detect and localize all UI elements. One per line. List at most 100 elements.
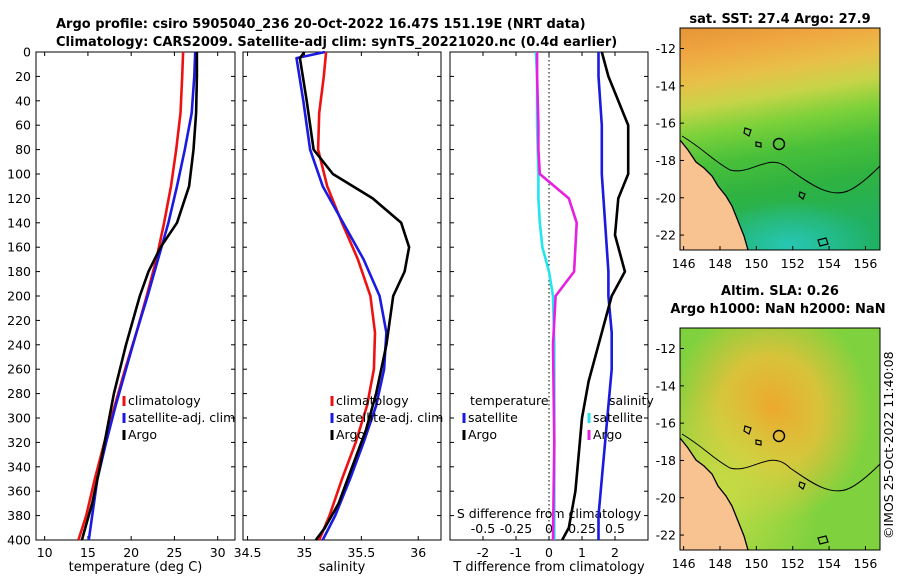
x-axis-label: temperature (deg C)	[69, 560, 203, 575]
x-tick-label: -1	[510, 545, 522, 560]
sal-line-satellite-adj-clim	[295, 50, 388, 541]
diff-legend-t-satellite-label: satellite	[468, 410, 518, 425]
y-tick-label: 300	[7, 411, 31, 426]
x-tick-label: 15	[80, 545, 96, 560]
x2-tick-label: 0.5	[605, 521, 625, 536]
temp-legend-1-label: satellite-adj. clim	[128, 410, 235, 425]
panel-frame	[242, 51, 442, 541]
y-tick-label: 180	[7, 264, 31, 279]
map-x-tick-label: 148	[708, 556, 732, 571]
sst-coastline	[680, 139, 749, 250]
sst-map-frame	[679, 27, 881, 251]
map-y-tick-label: -16	[656, 416, 676, 431]
temp-legend-0-label: climatology	[128, 393, 201, 408]
map-y-tick-label: -14	[656, 378, 676, 393]
x-tick-label: 1	[578, 545, 586, 560]
diff-legend-temperature-header: temperature	[470, 393, 549, 408]
sst-land	[680, 140, 748, 250]
x-axis-label: T difference from climatology	[452, 560, 645, 575]
sla-map-panel: Altim. SLA: 0.26 Argo h1000: NaN h2000: …	[656, 284, 886, 571]
sal-line-climatology	[316, 51, 377, 541]
sst-map-panel: sat. SST: 27.4 Argo: 27.9 146 148 150 152 15…	[656, 12, 881, 271]
map-x-tick-label: 156	[854, 556, 878, 571]
map-x-tick-label: 156	[854, 256, 878, 271]
sla-map-title: Altim. SLA: 0.26	[721, 284, 839, 299]
x-tick-label: 30	[210, 545, 226, 560]
profile-panel-3: -2 -1 0 1 2T difference from climatology S di…	[449, 51, 654, 575]
map-y-tick-label: -18	[656, 453, 676, 468]
sst-bathymetry	[681, 135, 880, 194]
x2-axis-label: S difference from climatology	[457, 506, 642, 521]
profile-panel-1: 0 20 40 60 80 100 120 140 160 180 200 220 240 260 280 3…	[7, 45, 236, 575]
y-tick-label: 240	[7, 337, 31, 352]
diff-line-temperature-satellite	[597, 52, 614, 540]
map-y-tick-label: -14	[656, 78, 676, 93]
x-tick-label: 36	[410, 545, 426, 560]
x-tick-label: 35	[296, 545, 312, 560]
x-tick-label: 10	[37, 545, 53, 560]
sla-land	[680, 438, 748, 550]
sal-legend-1-label: satellite-adj. clim	[336, 410, 443, 425]
map-y-tick-label: -12	[656, 41, 676, 56]
map-y-tick-label: -12	[656, 341, 676, 356]
sst-map-ticks: 146 148 150 152 154 156 -12 -14 -16 -18 -20 -22	[656, 41, 878, 271]
map-y-tick-label: -22	[656, 228, 676, 243]
x2-tick-label: -0.25	[500, 521, 532, 536]
x2-tick-label: 0.25	[568, 521, 596, 536]
sal-legend-0-label: climatology	[336, 393, 409, 408]
x-tick-label: -2	[477, 545, 489, 560]
panel-frame	[35, 51, 236, 541]
map-x-tick-label: 152	[781, 256, 805, 271]
sst-map-title: sat. SST: 27.4 Argo: 27.9	[689, 12, 870, 27]
x2-tick-label: -0.5	[471, 521, 495, 536]
sla-map-ticks: 146 148 150 152 154 156 -12 -14 -16 -18 -20 -22	[656, 341, 878, 571]
sst-reefs	[743, 127, 829, 247]
imos-watermark: ©IMOS 25-Oct-2022 11:40:08	[881, 351, 896, 539]
map-y-tick-label: -20	[656, 190, 676, 205]
x-tick-label: 35.5	[347, 545, 375, 560]
sla-reefs	[743, 425, 829, 545]
map-y-tick-label: -18	[656, 153, 676, 168]
sla-map-subtitle: Argo h1000: NaN h2000: NaN	[670, 302, 885, 317]
y-tick-label: 20	[15, 69, 31, 84]
y-tick-label: 200	[7, 289, 31, 304]
map-y-tick-label: -20	[656, 490, 676, 505]
y-tick-label: 40	[15, 93, 31, 108]
map-y-tick-label: -22	[656, 528, 676, 543]
y-tick-label: 260	[7, 362, 31, 377]
map-x-tick-label: 146	[672, 556, 696, 571]
map-x-tick-label: 146	[672, 256, 696, 271]
sla-argo-float-marker	[772, 429, 786, 443]
sla-map-frame	[679, 327, 881, 551]
profile-panel-2: 34.5 35 35.5 36 salinity climatology satellite…	[234, 50, 443, 575]
y-tick-label: 140	[7, 215, 31, 230]
diff-legend-s-satellite-label: satellite	[593, 410, 643, 425]
x-tick-label: 0	[545, 545, 553, 560]
sal-legend-2-label: Argo	[336, 427, 365, 442]
x-axis-label: salinity	[319, 560, 366, 575]
sla-bathymetry	[681, 433, 880, 492]
sal-line-argo	[298, 51, 411, 541]
temp-line-argo	[80, 52, 199, 541]
y-tick-label: 360	[7, 484, 31, 499]
x-tick-label: 20	[123, 545, 139, 560]
map-x-tick-label: 152	[781, 556, 805, 571]
figure-title-line1: Argo profile: csiro 5905040_236 20-Oct-2…	[56, 17, 586, 32]
x-tick-label: 34.5	[234, 545, 262, 560]
y-tick-label: 60	[15, 118, 31, 133]
map-y-tick-label: -16	[656, 116, 676, 131]
y-tick-label: 80	[15, 142, 31, 157]
sla-coastline	[680, 437, 749, 550]
diff-legend-t-argo-label: Argo	[468, 427, 497, 442]
map-x-tick-label: 150	[744, 556, 768, 571]
y-tick-label: 160	[7, 240, 31, 255]
temp-legend-2-label: Argo	[128, 427, 157, 442]
diff-line-salinity-argo	[535, 52, 579, 541]
diff-line-temperature-argo	[561, 51, 630, 541]
figure-title-line2: Climatology: CARS2009. Satellite-adj cli…	[56, 35, 617, 50]
y-tick-label: 100	[7, 167, 31, 182]
y-tick-label: 320	[7, 435, 31, 450]
x-tick-label: 2	[611, 545, 619, 560]
y-tick-label: 400	[7, 533, 31, 548]
y-tick-label: 380	[7, 508, 31, 523]
